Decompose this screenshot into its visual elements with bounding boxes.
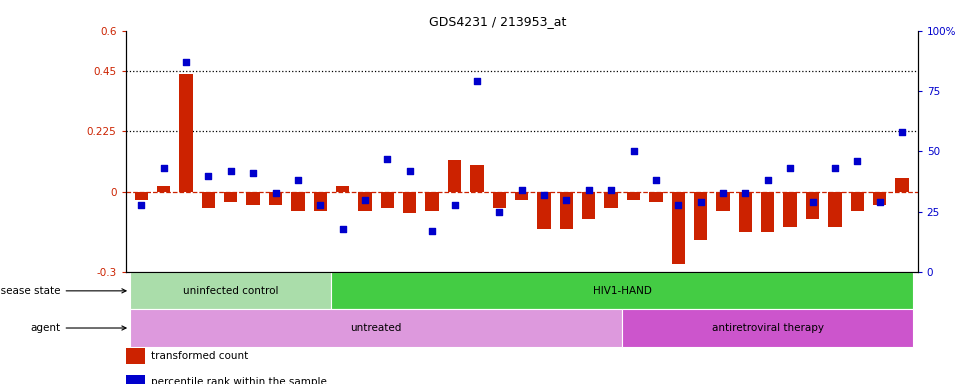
Bar xyxy=(761,192,775,232)
Bar xyxy=(130,272,331,310)
Text: HIV1-HAND: HIV1-HAND xyxy=(593,286,652,296)
Point xyxy=(715,189,730,195)
Bar xyxy=(783,192,797,227)
Point xyxy=(313,202,328,208)
Point xyxy=(245,170,261,176)
Text: untreated: untreated xyxy=(351,323,402,333)
Point xyxy=(693,199,708,205)
Bar xyxy=(336,186,350,192)
Point xyxy=(626,149,641,155)
Text: transformed count: transformed count xyxy=(151,351,248,361)
Text: disease state: disease state xyxy=(0,286,126,296)
Point xyxy=(335,226,351,232)
Bar xyxy=(130,310,622,347)
Bar xyxy=(895,178,909,192)
Point xyxy=(805,199,820,205)
Bar xyxy=(180,74,192,192)
Point xyxy=(268,189,283,195)
Bar xyxy=(156,186,170,192)
Bar xyxy=(134,192,148,200)
Point xyxy=(357,197,373,203)
Bar xyxy=(582,192,595,218)
Point xyxy=(201,172,216,179)
Text: percentile rank within the sample: percentile rank within the sample xyxy=(151,377,327,384)
Point xyxy=(469,78,485,84)
Point xyxy=(895,129,910,135)
Bar xyxy=(671,192,685,264)
Text: antiretroviral therapy: antiretroviral therapy xyxy=(712,323,824,333)
Point xyxy=(424,228,440,234)
Point xyxy=(179,59,194,65)
Bar xyxy=(224,192,238,202)
Point xyxy=(156,166,171,172)
Point xyxy=(648,177,664,184)
Bar xyxy=(425,192,439,210)
Text: uninfected control: uninfected control xyxy=(183,286,278,296)
Bar xyxy=(126,348,145,364)
Bar xyxy=(559,192,573,229)
Title: GDS4231 / 213953_at: GDS4231 / 213953_at xyxy=(429,15,567,28)
Point xyxy=(581,187,596,193)
Bar xyxy=(448,159,461,192)
Point xyxy=(738,189,753,195)
Point xyxy=(760,177,776,184)
Bar xyxy=(331,272,913,310)
Bar xyxy=(403,192,416,213)
Text: agent: agent xyxy=(31,323,126,333)
Bar xyxy=(649,192,663,202)
Point xyxy=(514,187,529,193)
Point xyxy=(492,209,507,215)
Bar xyxy=(851,192,864,210)
Point xyxy=(380,156,395,162)
Bar xyxy=(873,192,887,205)
Bar xyxy=(246,192,260,205)
Point xyxy=(133,202,149,208)
Bar xyxy=(381,192,394,208)
Bar xyxy=(806,192,819,218)
Point xyxy=(290,177,305,184)
Bar xyxy=(627,192,640,200)
Point xyxy=(670,202,686,208)
Bar xyxy=(493,192,506,208)
Bar xyxy=(694,192,707,240)
Bar xyxy=(314,192,327,210)
Bar xyxy=(358,192,372,210)
Bar xyxy=(515,192,528,200)
Bar xyxy=(828,192,841,227)
Point xyxy=(782,166,798,172)
Point xyxy=(536,192,552,198)
Point xyxy=(402,168,417,174)
Point xyxy=(558,197,574,203)
Bar xyxy=(622,310,913,347)
Point xyxy=(604,187,619,193)
Bar xyxy=(269,192,282,205)
Point xyxy=(447,202,463,208)
Bar xyxy=(202,192,215,208)
Point xyxy=(827,166,842,172)
Bar xyxy=(126,375,145,384)
Bar xyxy=(605,192,618,208)
Bar xyxy=(537,192,551,229)
Bar xyxy=(291,192,304,210)
Bar xyxy=(717,192,729,210)
Bar xyxy=(739,192,753,232)
Point xyxy=(849,158,865,164)
Bar xyxy=(470,165,484,192)
Point xyxy=(872,199,888,205)
Point xyxy=(223,168,239,174)
